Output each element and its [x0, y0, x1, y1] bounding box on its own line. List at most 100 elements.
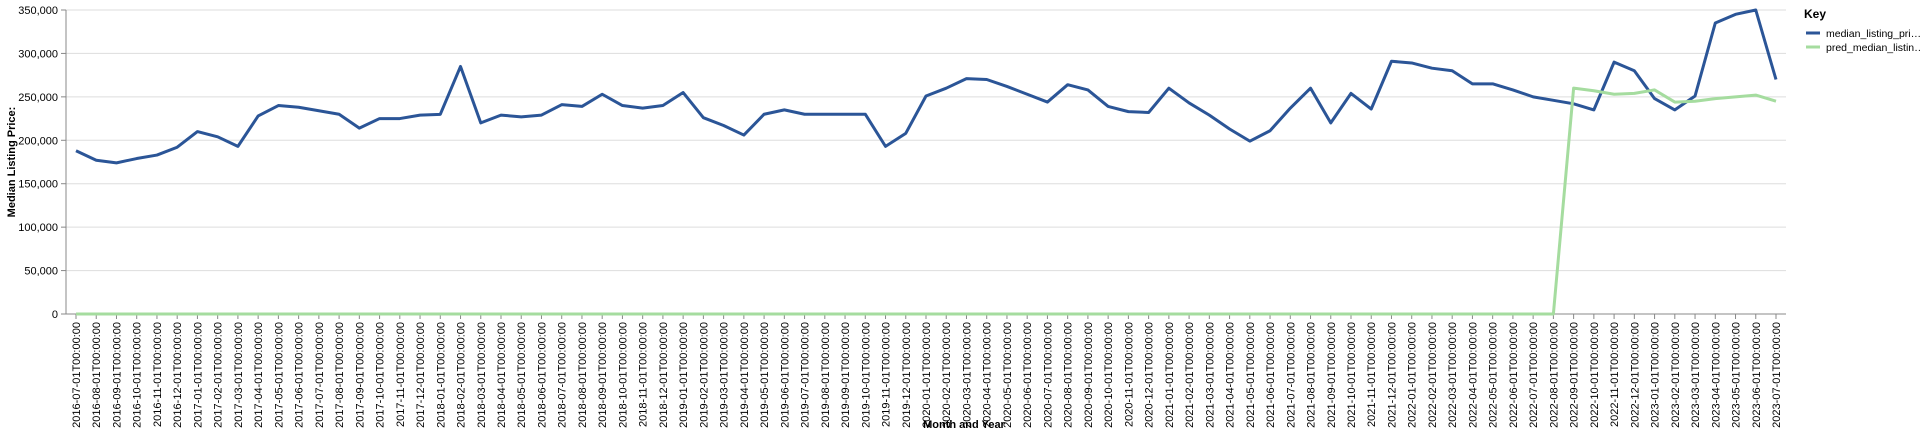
y-tick-label: 350,000 [18, 5, 58, 17]
x-tick-label: 2023-05-01T00:00:00 [1731, 322, 1743, 428]
x-tick-label: 2017-04-01T00:00:00 [253, 322, 265, 428]
x-tick-label: 2019-05-01T00:00:00 [759, 322, 771, 428]
x-tick-label: 2020-01-01T00:00:00 [921, 322, 933, 428]
x-tick-label: 2021-06-01T00:00:00 [1265, 322, 1277, 428]
x-tick-label: 2017-07-01T00:00:00 [314, 322, 326, 428]
y-tick-label: 250,000 [18, 92, 58, 104]
x-tick-label: 2018-05-01T00:00:00 [516, 322, 528, 428]
x-tick-label: 2018-03-01T00:00:00 [476, 322, 488, 428]
x-tick-label: 2022-01-01T00:00:00 [1407, 322, 1419, 428]
x-tick-label: 2019-11-01T00:00:00 [881, 322, 893, 427]
x-tick-label: 2020-07-01T00:00:00 [1042, 322, 1054, 428]
x-tick-label: 2022-05-01T00:00:00 [1488, 322, 1500, 428]
x-tick-label: 2017-06-01T00:00:00 [294, 322, 306, 428]
x-tick-label: 2020-03-01T00:00:00 [961, 322, 973, 428]
x-tick-label: 2022-08-01T00:00:00 [1548, 322, 1560, 428]
x-tick-label: 2017-12-01T00:00:00 [415, 322, 427, 428]
x-tick-label: 2023-07-01T00:00:00 [1771, 322, 1783, 428]
x-tick-label: 2016-10-01T00:00:00 [132, 322, 144, 428]
series-line [75, 8, 1778, 165]
x-tick-label: 2016-12-01T00:00:00 [172, 322, 184, 428]
x-tick-label: 2021-05-01T00:00:00 [1245, 322, 1257, 428]
legend-label: pred_median_listin… [1826, 42, 1920, 54]
x-tick-label: 2020-08-01T00:00:00 [1063, 322, 1075, 428]
x-tick-label: 2023-06-01T00:00:00 [1751, 322, 1763, 428]
x-tick-label: 2020-05-01T00:00:00 [1002, 322, 1014, 428]
y-axis-title: Median Listing Price: [6, 107, 18, 218]
x-tick-label: 2018-06-01T00:00:00 [536, 322, 548, 428]
x-tick-label: 2023-01-01T00:00:00 [1650, 322, 1662, 428]
x-axis-title: Month and Year [923, 419, 1005, 431]
x-tick-label: 2020-09-01T00:00:00 [1083, 322, 1095, 428]
x-tick-label: 2016-11-01T00:00:00 [152, 322, 164, 427]
x-tick-label: 2020-06-01T00:00:00 [1022, 322, 1034, 428]
x-tick-label: 2022-04-01T00:00:00 [1467, 322, 1479, 428]
x-tick-label: 2019-02-01T00:00:00 [698, 322, 710, 428]
x-tick-label: 2020-10-01T00:00:00 [1103, 322, 1115, 428]
x-tick-label: 2017-09-01T00:00:00 [354, 322, 366, 428]
x-tick-label: 2016-09-01T00:00:00 [111, 322, 123, 428]
x-tick-label: 2016-08-01T00:00:00 [91, 322, 103, 428]
x-tick-label: 2017-11-01T00:00:00 [395, 322, 407, 427]
x-tick-label: 2019-01-01T00:00:00 [678, 322, 690, 428]
y-tick-label: 100,000 [18, 222, 58, 234]
x-tick-label: 2021-11-01T00:00:00 [1366, 322, 1378, 427]
x-tick-label: 2017-01-01T00:00:00 [192, 322, 204, 428]
x-tick-label: 2017-10-01T00:00:00 [375, 322, 387, 428]
x-tick-label: 2017-05-01T00:00:00 [273, 322, 285, 428]
x-tick-label: 2021-10-01T00:00:00 [1346, 322, 1358, 428]
x-tick-label: 2020-12-01T00:00:00 [1144, 322, 1156, 428]
x-tick-label: 2019-12-01T00:00:00 [901, 322, 913, 428]
x-tick-label: 2021-12-01T00:00:00 [1386, 322, 1398, 428]
x-tick-label: 2021-09-01T00:00:00 [1326, 322, 1338, 428]
x-tick-label: 2016-07-01T00:00:00 [71, 322, 83, 428]
x-tick-label: 2018-11-01T00:00:00 [638, 322, 650, 427]
x-tick-label: 2018-09-01T00:00:00 [597, 322, 609, 428]
x-tick-label: 2021-02-01T00:00:00 [1184, 322, 1196, 428]
x-tick-label: 2019-06-01T00:00:00 [779, 322, 791, 428]
legend-label: median_listing_pri… [1826, 28, 1920, 40]
x-tick-label: 2020-04-01T00:00:00 [982, 322, 994, 428]
y-tick-label: 0 [52, 309, 58, 321]
x-tick-label: 2022-06-01T00:00:00 [1508, 322, 1520, 428]
y-tick-label: 50,000 [24, 266, 58, 278]
x-tick-label: 2018-12-01T00:00:00 [658, 322, 670, 428]
x-tick-label: 2022-02-01T00:00:00 [1427, 322, 1439, 428]
x-tick-label: 2019-07-01T00:00:00 [800, 322, 812, 428]
x-tick-label: 2018-04-01T00:00:00 [496, 322, 508, 428]
x-tick-label: 2018-02-01T00:00:00 [456, 322, 468, 428]
x-tick-label: 2019-09-01T00:00:00 [840, 322, 852, 428]
x-tick-label: 2019-10-01T00:00:00 [860, 322, 872, 428]
x-tick-label: 2019-08-01T00:00:00 [820, 322, 832, 428]
x-tick-label: 2020-11-01T00:00:00 [1123, 322, 1135, 427]
x-tick-label: 2018-10-01T00:00:00 [617, 322, 629, 428]
x-tick-label: 2022-11-01T00:00:00 [1609, 322, 1621, 427]
x-tick-label: 2023-02-01T00:00:00 [1670, 322, 1682, 428]
x-tick-label: 2018-07-01T00:00:00 [557, 322, 569, 428]
x-tick-label: 2021-01-01T00:00:00 [1164, 322, 1176, 428]
legend-title: Key [1804, 7, 1826, 21]
x-tick-label: 2017-02-01T00:00:00 [213, 322, 225, 428]
y-tick-label: 300,000 [18, 48, 58, 60]
x-tick-label: 2020-02-01T00:00:00 [941, 322, 953, 428]
x-tick-label: 2017-03-01T00:00:00 [233, 322, 245, 428]
x-tick-label: 2019-04-01T00:00:00 [739, 322, 751, 428]
x-tick-label: 2022-09-01T00:00:00 [1569, 322, 1581, 428]
x-tick-label: 2022-07-01T00:00:00 [1528, 322, 1540, 428]
x-tick-label: 2021-04-01T00:00:00 [1225, 322, 1237, 428]
x-tick-label: 2018-08-01T00:00:00 [577, 322, 589, 428]
x-tick-label: 2019-03-01T00:00:00 [719, 322, 731, 428]
x-tick-label: 2021-03-01T00:00:00 [1204, 322, 1216, 428]
x-tick-label: 2022-03-01T00:00:00 [1447, 322, 1459, 428]
x-tick-label: 2022-10-01T00:00:00 [1589, 322, 1601, 428]
x-tick-label: 2021-07-01T00:00:00 [1285, 322, 1297, 428]
x-tick-label: 2022-12-01T00:00:00 [1629, 322, 1641, 428]
x-tick-label: 2023-03-01T00:00:00 [1690, 322, 1702, 428]
series-line [76, 86, 1777, 316]
y-tick-label: 200,000 [18, 135, 58, 147]
y-tick-label: 150,000 [18, 179, 58, 191]
x-tick-label: 2018-01-01T00:00:00 [435, 322, 447, 428]
x-tick-label: 2021-08-01T00:00:00 [1306, 322, 1318, 428]
x-tick-label: 2023-04-01T00:00:00 [1710, 322, 1722, 428]
